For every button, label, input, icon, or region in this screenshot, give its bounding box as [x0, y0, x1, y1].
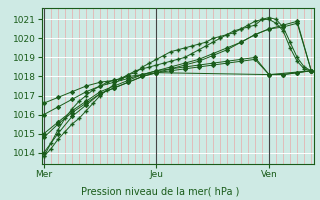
- Text: Pression niveau de la mer( hPa ): Pression niveau de la mer( hPa ): [81, 186, 239, 196]
